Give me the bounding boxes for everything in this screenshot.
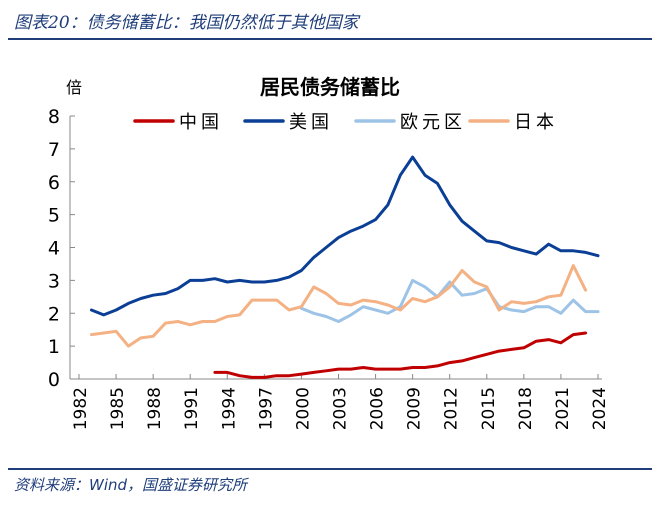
x-tick-label: 2015 — [479, 387, 499, 430]
y-axis-label: 倍 — [66, 78, 82, 97]
y-tick-label: 1 — [48, 336, 60, 358]
y-tick-label: 4 — [48, 238, 60, 260]
x-tick-label: 1994 — [219, 387, 239, 430]
y-tick-label: 8 — [48, 106, 60, 128]
chart-title: 居民债务储蓄比 — [260, 75, 400, 99]
x-tick-label: 2012 — [442, 387, 462, 430]
x-tick-label: 2000 — [293, 387, 313, 430]
series-line-3 — [89, 264, 588, 348]
x-tick-label: 2009 — [405, 387, 425, 430]
x-tick-label: 2018 — [516, 387, 536, 430]
header-rule — [8, 38, 652, 40]
x-tick-label: 1982 — [71, 387, 91, 430]
x-tick-label: 1997 — [256, 387, 276, 430]
series-line-0 — [213, 331, 588, 379]
x-tick-label: 2006 — [368, 387, 388, 430]
footer-rule — [8, 468, 652, 470]
x-tick-label: 1991 — [182, 387, 202, 430]
y-tick-label: 0 — [48, 369, 60, 391]
legend-label: 欧元区 — [400, 112, 466, 133]
legend-label: 日本 — [514, 112, 558, 133]
legend-label: 美国 — [289, 112, 333, 133]
legend-label: 中国 — [179, 112, 223, 133]
y-tick-label: 5 — [48, 205, 60, 227]
x-tick-label: 1988 — [145, 387, 165, 430]
x-tick-label: 2003 — [331, 387, 351, 430]
figure-header: 图表20：债务储蓄比：我国仍然低于其他国家 — [14, 13, 359, 33]
series-line-1 — [89, 155, 600, 317]
source-note: 资料来源：Wind，国盛证券研究所 — [14, 476, 248, 494]
x-tick-label: 1985 — [108, 387, 128, 430]
y-tick-label: 7 — [48, 139, 60, 161]
series-line-2 — [299, 278, 600, 323]
y-tick-label: 3 — [48, 270, 60, 292]
y-tick-label: 2 — [48, 303, 60, 325]
x-tick-label: 2021 — [553, 387, 573, 430]
x-tick-label: 2024 — [590, 387, 610, 430]
y-tick-label: 6 — [48, 172, 60, 194]
